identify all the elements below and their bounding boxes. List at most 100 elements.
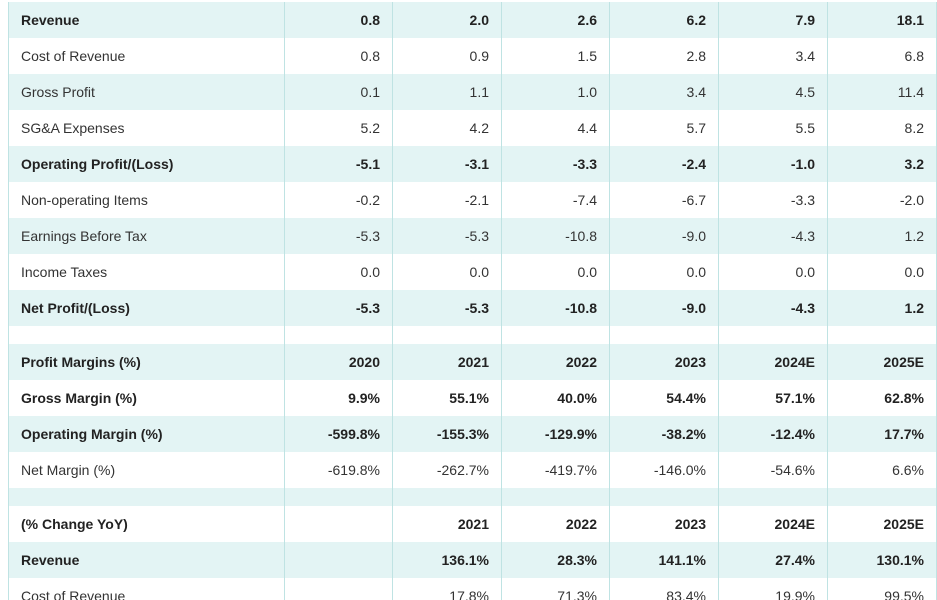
cell: 17.7% xyxy=(827,416,937,452)
spacer-cell xyxy=(609,326,719,344)
spacer-cell xyxy=(827,326,937,344)
cell: 3.2 xyxy=(827,146,937,182)
cell: 4.2 xyxy=(392,110,502,146)
row-label: Net Profit/(Loss) xyxy=(8,290,285,326)
cell: 0.8 xyxy=(284,2,393,38)
cell: 5.2 xyxy=(284,110,393,146)
cell: -4.3 xyxy=(718,218,828,254)
spacer-cell xyxy=(718,488,828,506)
cell: 71.3% xyxy=(501,578,610,600)
cell: 18.1 xyxy=(827,2,937,38)
data-row: Gross Profit 0.1 1.1 1.0 3.4 4.5 11.4 xyxy=(8,74,937,110)
header-row: (% Change YoY) 2021 2022 2023 2024E 2025E xyxy=(8,506,937,542)
spacer-cell xyxy=(501,488,610,506)
row-label: Earnings Before Tax xyxy=(8,218,285,254)
cell: -5.3 xyxy=(392,218,502,254)
cell: 2024E xyxy=(718,506,828,542)
cell: -9.0 xyxy=(609,290,719,326)
cell: 5.5 xyxy=(718,110,828,146)
cell: 2022 xyxy=(501,344,610,380)
cell: 0.8 xyxy=(284,38,393,74)
cell: 1.0 xyxy=(501,74,610,110)
row-label: Revenue xyxy=(8,2,285,38)
row-label: Gross Margin (%) xyxy=(8,380,285,416)
cell: -10.8 xyxy=(501,218,610,254)
cell: 6.8 xyxy=(827,38,937,74)
cell: 136.1% xyxy=(392,542,502,578)
cell: 17.8% xyxy=(392,578,502,600)
table-body: Revenue 0.8 2.0 2.6 6.2 7.9 18.1 Cost of Revenu… xyxy=(8,2,937,600)
cell: 2020 xyxy=(284,344,393,380)
cell: 6.2 xyxy=(609,2,719,38)
row-label: (% Change YoY) xyxy=(8,506,285,542)
cell: 2021 xyxy=(392,344,502,380)
row-label: Revenue xyxy=(8,542,285,578)
row-label: Non-operating Items xyxy=(8,182,285,218)
cell: 19.9% xyxy=(718,578,828,600)
cell: 1.1 xyxy=(392,74,502,110)
cell: 83.4% xyxy=(609,578,719,600)
cell: -5.3 xyxy=(392,290,502,326)
data-row: Gross Margin (%) 9.9% 55.1% 40.0% 54.4% 57.1%… xyxy=(8,380,937,416)
row-label: Gross Profit xyxy=(8,74,285,110)
row-label: Cost of Revenue xyxy=(8,38,285,74)
spacer-row xyxy=(8,326,937,344)
cell: -129.9% xyxy=(501,416,610,452)
cell: -12.4% xyxy=(718,416,828,452)
spacer-cell xyxy=(501,326,610,344)
cell: -9.0 xyxy=(609,218,719,254)
cell: -6.7 xyxy=(609,182,719,218)
cell: -2.4 xyxy=(609,146,719,182)
cell: -2.1 xyxy=(392,182,502,218)
cell: 54.4% xyxy=(609,380,719,416)
cell: 40.0% xyxy=(501,380,610,416)
row-label: Operating Margin (%) xyxy=(8,416,285,452)
spacer-cell xyxy=(8,488,285,506)
data-row: Earnings Before Tax -5.3 -5.3 -10.8 -9.0 -4.3… xyxy=(8,218,937,254)
data-row: SG&A Expenses 5.2 4.2 4.4 5.7 5.5 8.2 xyxy=(8,110,937,146)
spacer-cell xyxy=(718,326,828,344)
cell: -599.8% xyxy=(284,416,393,452)
cell: 2.6 xyxy=(501,2,610,38)
cell: 7.9 xyxy=(718,2,828,38)
cell: -619.8% xyxy=(284,452,393,488)
cell: 1.2 xyxy=(827,290,937,326)
spacer-cell xyxy=(609,488,719,506)
cell: 99.5% xyxy=(827,578,937,600)
row-label: Operating Profit/(Loss) xyxy=(8,146,285,182)
cell: -54.6% xyxy=(718,452,828,488)
cell: 130.1% xyxy=(827,542,937,578)
cell xyxy=(284,506,393,542)
cell xyxy=(284,578,393,600)
cell: -7.4 xyxy=(501,182,610,218)
data-row: Operating Profit/(Loss) -5.1 -3.1 -3.3 -2.4-… xyxy=(8,146,937,182)
data-row: Non-operating Items -0.2 -2.1 -7.4 -6.7 -3.3-… xyxy=(8,182,937,218)
cell: 2023 xyxy=(609,506,719,542)
cell: -5.3 xyxy=(284,218,393,254)
cell: -38.2% xyxy=(609,416,719,452)
cell: -155.3% xyxy=(392,416,502,452)
row-label: Profit Margins (%) xyxy=(8,344,285,380)
cell: -3.1 xyxy=(392,146,502,182)
cell: 55.1% xyxy=(392,380,502,416)
cell xyxy=(284,542,393,578)
cell: 2022 xyxy=(501,506,610,542)
spacer-cell xyxy=(284,326,393,344)
spacer-cell xyxy=(392,326,502,344)
cell: -0.2 xyxy=(284,182,393,218)
cell: 2021 xyxy=(392,506,502,542)
data-row: Operating Margin (%) -599.8% -155.3% -129.9… xyxy=(8,416,937,452)
cell: -3.3 xyxy=(501,146,610,182)
data-row: Cost of Revenue 0.8 0.9 1.5 2.8 3.4 6.8 xyxy=(8,38,937,74)
data-row: Net Profit/(Loss) -5.3 -5.3 -10.8 -9.0 -4.3 1.… xyxy=(8,290,937,326)
cell: 62.8% xyxy=(827,380,937,416)
cell: 0.9 xyxy=(392,38,502,74)
data-row: Revenue 136.1% 28.3% 141.1% 27.4% 130.1% xyxy=(8,542,937,578)
cell: 5.7 xyxy=(609,110,719,146)
cell: -3.3 xyxy=(718,182,828,218)
cell: 1.5 xyxy=(501,38,610,74)
cell: 4.5 xyxy=(718,74,828,110)
data-row: Net Margin (%) -619.8% -262.7% -419.7% -146.… xyxy=(8,452,937,488)
cell: 2025E xyxy=(827,344,937,380)
